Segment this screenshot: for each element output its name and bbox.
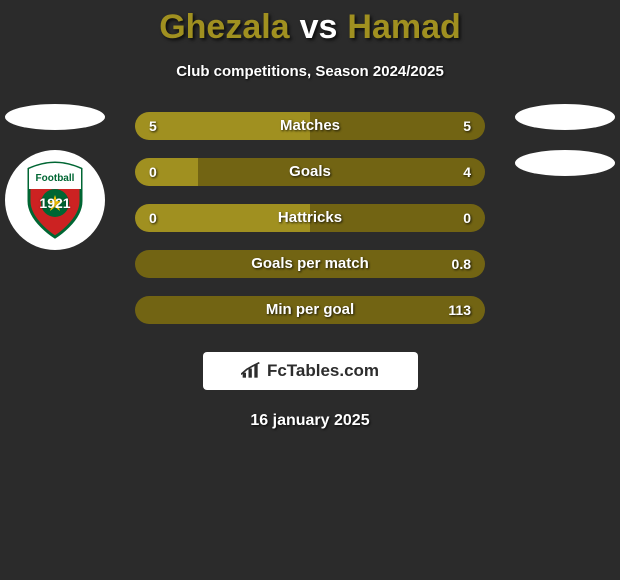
stat-value-left: 5 [149, 112, 157, 140]
player2-name: Hamad [347, 8, 460, 46]
season-subtitle: Club competitions, Season 2024/2025 [0, 63, 620, 80]
stat-label: Hattricks [135, 204, 485, 232]
shield-icon: Football 1921 [21, 161, 89, 239]
brand-text: FcTables.com [267, 361, 379, 381]
stat-value-left: 0 [149, 158, 157, 186]
player2-oval-1 [515, 104, 615, 130]
stat-label: Min per goal [135, 296, 485, 324]
brand-box[interactable]: FcTables.com [203, 352, 418, 390]
stat-bar: Min per goal113 [135, 296, 485, 324]
stat-bars: Matches55Goals04Hattricks00Goals per mat… [135, 112, 485, 324]
stats-content: Football 1921 Matches55Goals04Hattricks0… [0, 112, 620, 430]
stat-label: Goals per match [135, 250, 485, 278]
stat-bar: Goals per match0.8 [135, 250, 485, 278]
stat-label: Matches [135, 112, 485, 140]
club-badge: Football 1921 [5, 150, 105, 250]
left-column: Football 1921 [0, 104, 110, 250]
stat-value-right: 0.8 [452, 250, 471, 278]
stat-value-right: 5 [463, 112, 471, 140]
stat-bar: Goals0 4 [135, 158, 485, 186]
player2-oval-2 [515, 150, 615, 176]
badge-year: 1921 [21, 195, 89, 211]
stat-value-left: 0 [149, 204, 157, 232]
stat-value-right: 4 [463, 158, 471, 186]
stat-bar: Hattricks0 0 [135, 204, 485, 232]
badge-text: Football [21, 173, 89, 184]
stat-label: Goals [135, 158, 485, 186]
player1-name: Ghezala [159, 8, 289, 46]
stat-bar: Matches5 5 [135, 112, 485, 140]
player1-oval [5, 104, 105, 130]
stat-value-right: 0 [463, 204, 471, 232]
stat-value-right: 113 [448, 296, 471, 324]
right-column [510, 104, 620, 176]
comparison-title: Ghezala vsHamad [0, 0, 620, 47]
date-text: 16 january 2025 [0, 412, 620, 430]
vs-text: vs [300, 8, 338, 46]
chart-icon [241, 362, 261, 380]
